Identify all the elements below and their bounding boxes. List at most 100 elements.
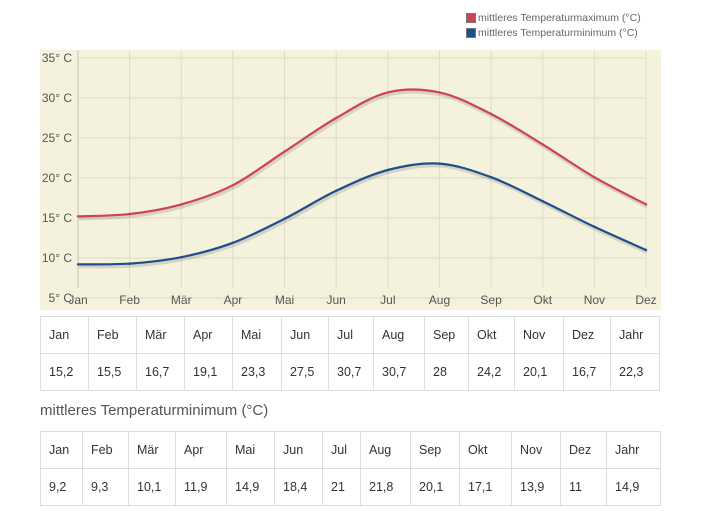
table-header-cell: Jahr [610, 316, 660, 354]
y-tick-label: 35° C [42, 51, 72, 65]
data-point[interactable] [76, 263, 80, 266]
data-point[interactable] [644, 203, 648, 206]
legend-label-min: mittleres Temperaturminimum (°C) [478, 26, 638, 39]
table-value-cell: 18,4 [274, 468, 323, 506]
data-point[interactable] [128, 262, 131, 265]
data-point[interactable] [180, 203, 183, 206]
table-value-cell: 28 [424, 353, 469, 391]
data-point[interactable] [231, 241, 235, 244]
max-temperature-table: Jan Feb Mär Apr Mai Jun Jul Aug Sep Okt … [40, 316, 660, 391]
data-point[interactable] [180, 256, 183, 259]
x-tick-label: Mär [171, 293, 192, 307]
x-tick-label: Dez [635, 293, 656, 307]
table-header-row: Jan Feb Mär Apr Mai Jun Jul Aug Sep Okt … [40, 316, 660, 354]
table-header-cell: Okt [459, 431, 512, 469]
table-header-cell: Nov [511, 431, 561, 469]
table-header-cell: Apr [184, 316, 233, 354]
table-header-row: Jan Feb Mär Apr Mai Jun Jul Aug Sep Okt … [40, 431, 661, 469]
x-tick-label: Jul [380, 293, 395, 307]
table-header-cell: Feb [88, 316, 137, 354]
table-header-cell: Aug [373, 316, 425, 354]
table-value-cell: 15,5 [88, 353, 137, 391]
data-point[interactable] [541, 200, 544, 203]
table-header-cell: Mai [232, 316, 282, 354]
data-point[interactable] [489, 176, 493, 179]
table-header-cell: Jan [40, 431, 83, 469]
data-point[interactable] [334, 189, 338, 192]
table-header-cell: Okt [468, 316, 515, 354]
series-shadow-1 [78, 163, 648, 269]
data-point[interactable] [76, 215, 80, 218]
table-value-cell: 11,9 [175, 468, 227, 506]
data-point[interactable] [644, 248, 648, 252]
y-tick-label: 25° C [42, 131, 72, 145]
data-point[interactable] [231, 184, 235, 187]
table-value-cell: 20,1 [410, 468, 460, 506]
table-value-cell: 16,7 [563, 353, 611, 391]
series-shadow-0 [78, 89, 648, 221]
table-header-cell: Aug [360, 431, 411, 469]
x-tick-label: Okt [533, 293, 552, 307]
table-header-cell: Mär [136, 316, 185, 354]
y-tick-label: 30° C [42, 91, 72, 105]
data-point[interactable] [438, 91, 441, 94]
series-line-1[interactable] [77, 162, 647, 266]
table-value-cell: 10,1 [128, 468, 176, 506]
data-point[interactable] [128, 212, 131, 216]
table-header-cell: Sep [410, 431, 460, 469]
data-point[interactable] [489, 112, 493, 116]
table-value-cell: 17,1 [459, 468, 512, 506]
data-point[interactable] [438, 162, 441, 165]
data-point[interactable] [541, 143, 544, 146]
series-lines [76, 88, 648, 269]
table-value-cell: 23,3 [232, 353, 282, 391]
table-value-cell: 30,7 [328, 353, 374, 391]
data-point[interactable] [386, 91, 390, 94]
table-header-cell: Nov [514, 316, 564, 354]
table-value-cell: 19,1 [184, 353, 233, 391]
x-tick-label: Feb [119, 293, 140, 307]
table-header-cell: Dez [560, 431, 607, 469]
min-temperature-title: mittleres Temperaturminimum (°C) [40, 402, 269, 419]
table-value-cell: 16,7 [136, 353, 185, 391]
table-header-cell: Sep [424, 316, 469, 354]
x-tick-label: Jan [68, 293, 87, 307]
x-tick-label: Mai [275, 293, 294, 307]
data-point[interactable] [593, 176, 596, 179]
table-header-cell: Apr [175, 431, 227, 469]
y-tick-label: 20° C [42, 171, 72, 185]
data-point[interactable] [283, 150, 286, 153]
data-point[interactable] [386, 168, 390, 172]
series-line-0[interactable] [77, 88, 647, 218]
table-header-cell: Mär [128, 431, 176, 469]
x-tick-label: Nov [584, 293, 605, 307]
table-value-cell: 14,9 [606, 468, 661, 506]
table-header-cell: Feb [82, 431, 129, 469]
table-value-cell: 9,2 [40, 468, 83, 506]
table-value-cell: 27,5 [281, 353, 329, 391]
table-value-row: 9,2 9,3 10,1 11,9 14,9 18,4 21 21,8 20,1… [40, 468, 661, 506]
table-value-cell: 20,1 [514, 353, 564, 391]
table-value-cell: 21 [322, 468, 361, 506]
table-value-cell: 21,8 [360, 468, 411, 506]
x-tick-label: Apr [224, 293, 243, 307]
data-point[interactable] [283, 217, 286, 220]
x-tick-label: Aug [429, 293, 450, 307]
legend-item-max[interactable]: mittleres Temperaturmaximum (°C) [466, 10, 641, 25]
table-value-cell: 13,9 [511, 468, 561, 506]
plot-background [40, 50, 661, 310]
table-value-cell: 14,9 [226, 468, 275, 506]
x-axis: Jan Feb Mär Apr Mai Jun Jul Aug Sep Okt Nov Dez [68, 293, 656, 307]
legend-item-min[interactable]: mittleres Temperaturminimum (°C) [466, 25, 641, 40]
data-point[interactable] [593, 225, 596, 228]
table-header-cell: Dez [563, 316, 611, 354]
table-value-cell: 30,7 [373, 353, 425, 391]
table-header-cell: Jan [40, 316, 89, 354]
legend-label-max: mittleres Temperaturmaximum (°C) [478, 11, 641, 24]
table-value-cell: 11 [560, 468, 607, 506]
min-temperature-table: Jan Feb Mär Apr Mai Jun Jul Aug Sep Okt … [40, 431, 661, 506]
y-tick-label: 5° C [49, 291, 73, 305]
legend-swatch-max [466, 12, 476, 23]
data-point[interactable] [334, 116, 338, 120]
y-tick-label: 10° C [42, 251, 72, 265]
